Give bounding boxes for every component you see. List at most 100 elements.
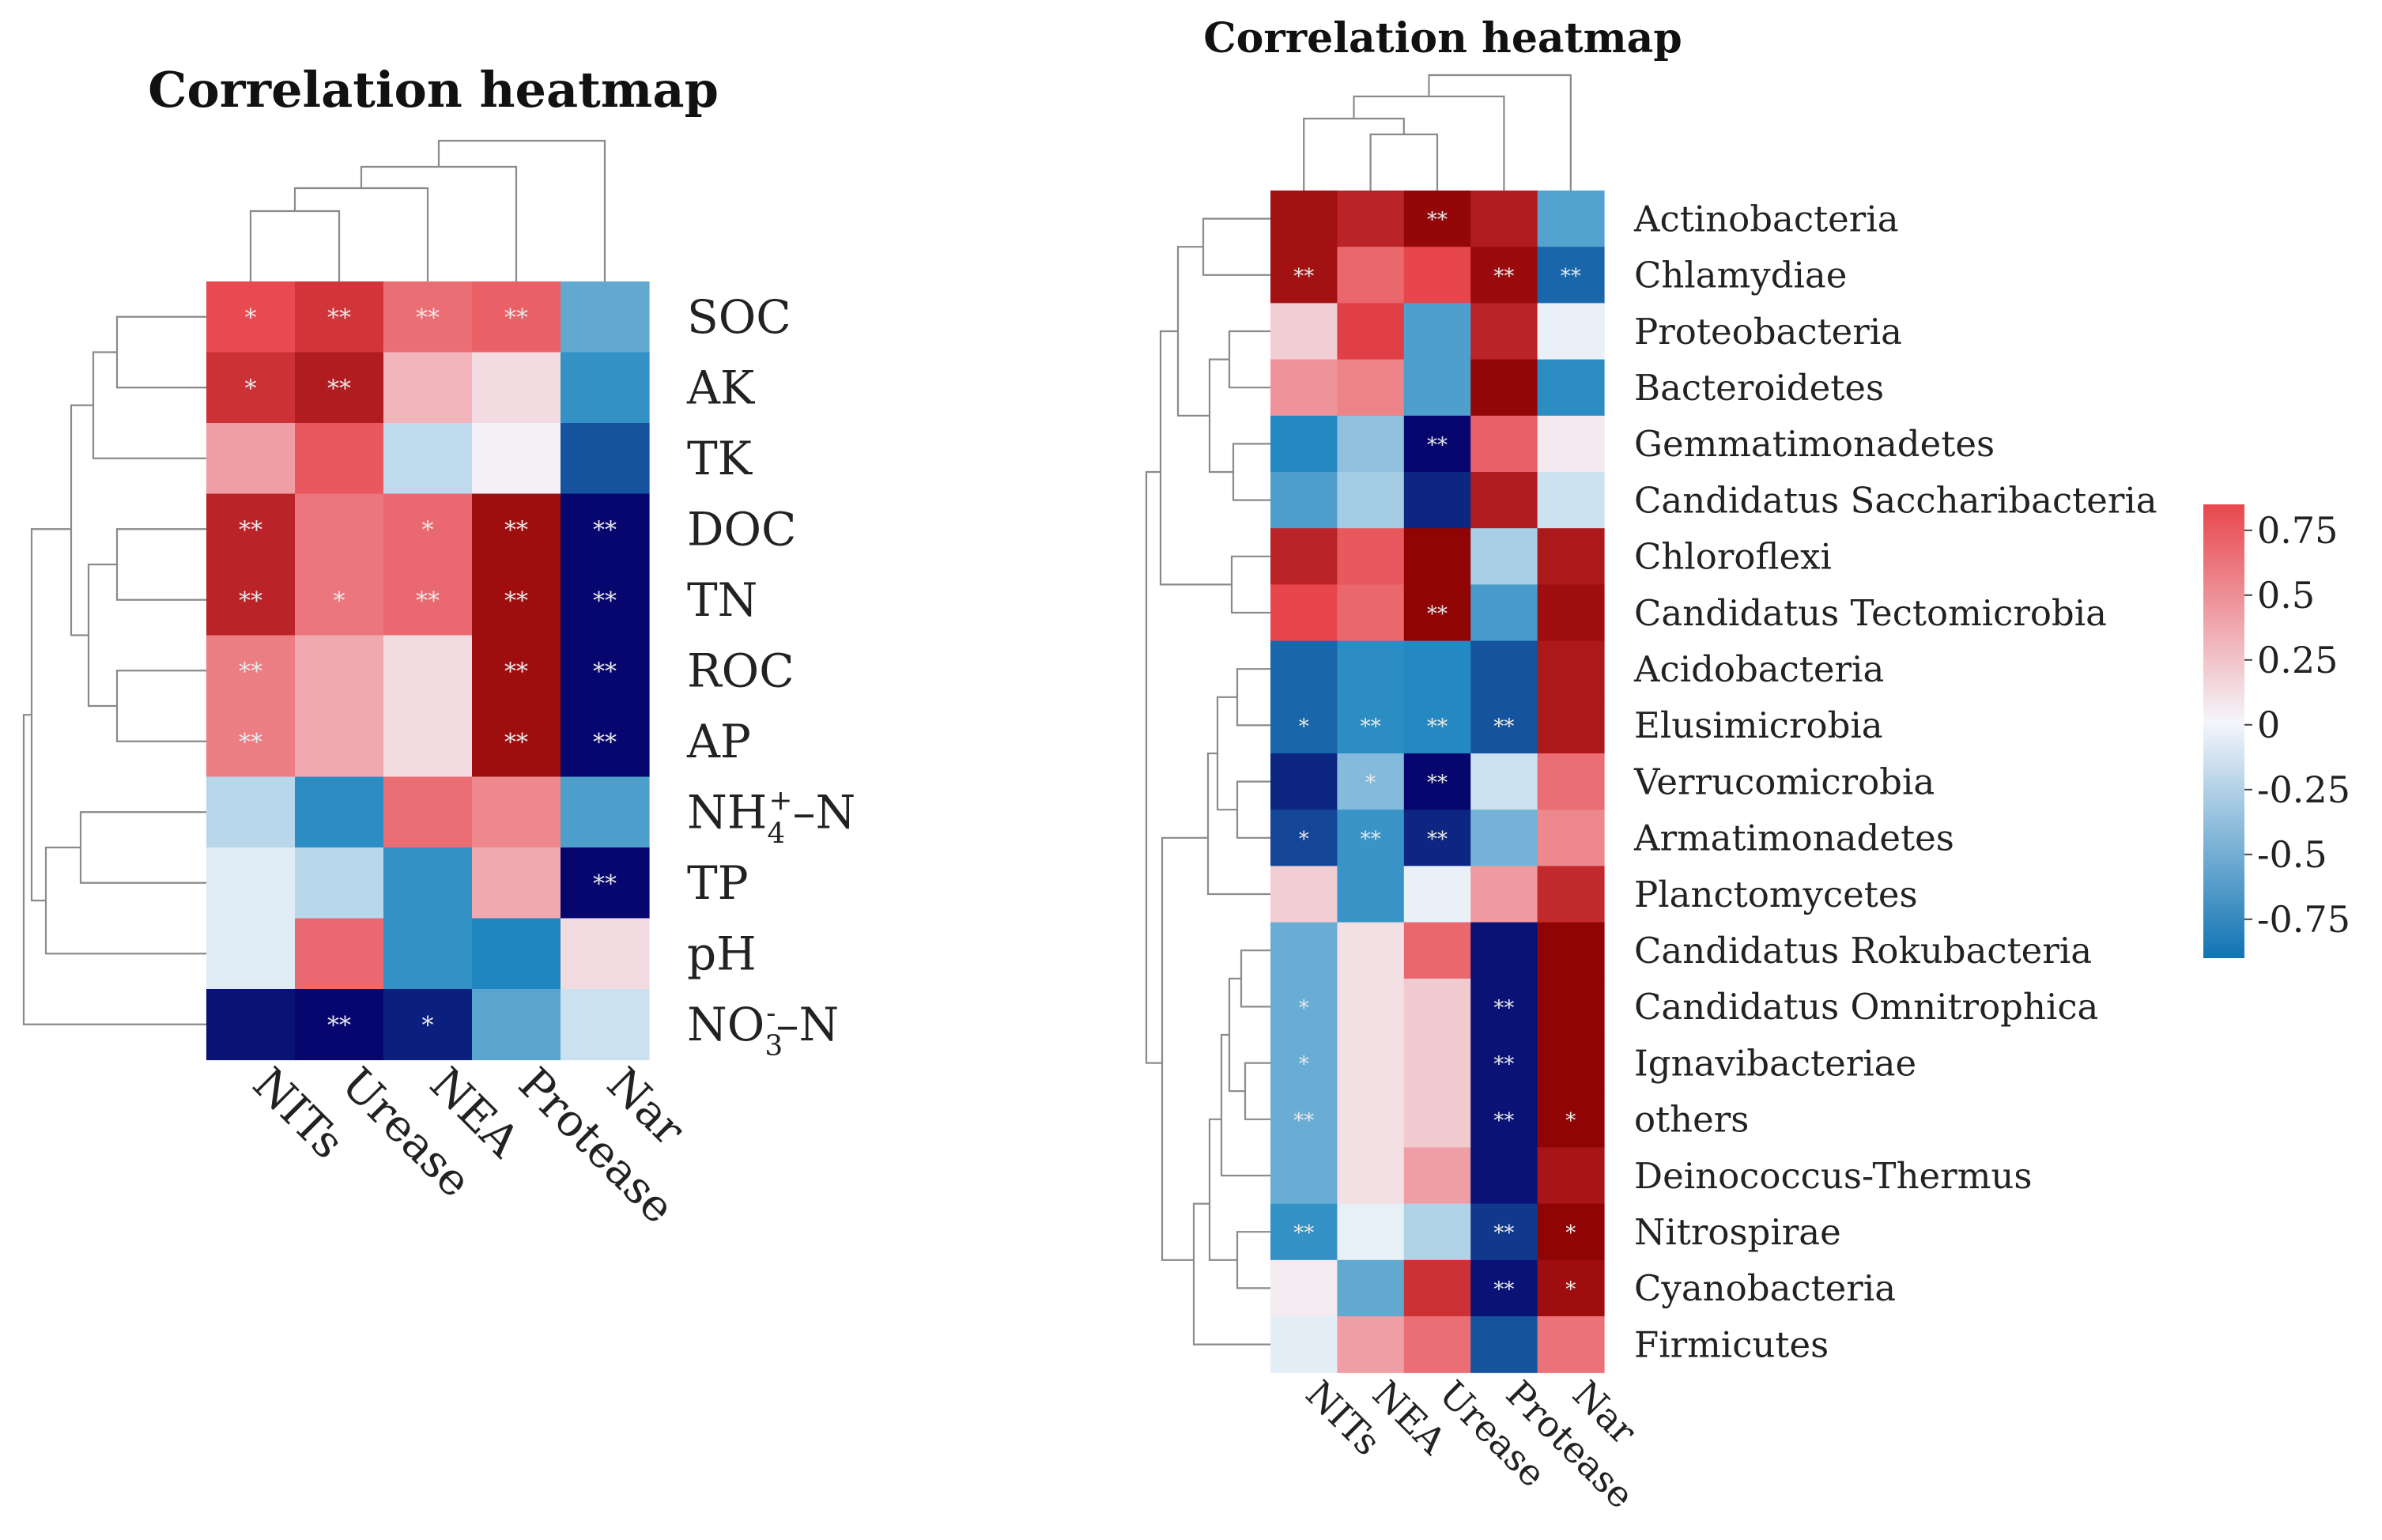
heatmap-cell-others-nar (1537, 1091, 1605, 1148)
heatmap-cell-bacteroidetes-urease (1403, 359, 1471, 417)
row-label-main: NO (687, 998, 764, 1051)
heatmap-cell-soc-urease (295, 281, 384, 353)
heatmap-cell-chlamydiae-nits (1270, 247, 1338, 304)
significance-mark: ** (1493, 265, 1514, 289)
dendrogram-branch (1228, 977, 1245, 1093)
legend-tick-label: -0.25 (2257, 768, 2350, 811)
row-label-nh4-n: NH4+–N (687, 784, 855, 850)
heatmap-cell-no3-n-protease (472, 989, 561, 1061)
legend-tick-label: -0.75 (2257, 898, 2350, 941)
heatmap-cell-candidatus-omnitrophica-nar (1537, 978, 1605, 1036)
heatmap-cell-armatimonadetes-nar (1537, 810, 1605, 866)
heatmap-cell-acidobacteria-nar (1537, 640, 1605, 698)
heatmap-cell-others-nea (1337, 1091, 1405, 1148)
heatmap-cell-ak-protease (472, 352, 561, 424)
heatmap-cell-tk-nea (383, 423, 473, 495)
heatmap-cell-chlamydiae-nea (1337, 247, 1405, 304)
heatmap-cell-tk-urease (295, 423, 384, 495)
heatmap-cell-candidatus-tectomicrobia-nea (1337, 584, 1405, 642)
row-label-chloroflexi: Chloroflexi (1634, 536, 1832, 578)
heatmap-cell-roc-protease (472, 635, 561, 707)
row-label-verrucomicrobia: Verrucomicrobia (1633, 761, 1935, 802)
heatmap-cell-planctomycetes-nits (1270, 866, 1338, 923)
row-label-subscript: 4 (767, 817, 785, 850)
row-label-candidatus-tectomicrobia: Candidatus Tectomicrobia (1634, 592, 2107, 634)
heatmap-cell-no3-n-nea (383, 989, 473, 1061)
significance-mark: ** (327, 1012, 351, 1040)
significance-mark: ** (593, 516, 617, 544)
heatmap-cell-chlamydiae-urease (1403, 247, 1471, 304)
row-label-deinococcus-thermus: Deinococcus-Thermus (1634, 1155, 2032, 1197)
heatmap-cell-deinococcus-thermus-protease (1470, 1147, 1538, 1205)
heatmap-cell-acidobacteria-nea (1337, 640, 1405, 698)
heatmap-cell-ap-urease (295, 706, 384, 778)
dendrogram-branch (1236, 780, 1270, 839)
heatmap-cell-ap-nits (206, 706, 296, 778)
row-label-tail: –N (792, 786, 855, 840)
heatmap-cell-ph-urease (295, 918, 384, 990)
heatmap-cell-roc-nar (561, 635, 650, 707)
significance-mark: ** (327, 375, 351, 402)
heatmap-cell-deinococcus-thermus-nits (1270, 1147, 1338, 1205)
heatmap-cell-candidatus-saccharibacteria-protease (1470, 472, 1538, 529)
heatmap-cell-ph-protease (472, 918, 561, 990)
row-label-elusimicrobia: Elusimicrobia (1634, 704, 1883, 746)
heatmap-cell-ignavibacteriae-nits (1270, 1035, 1338, 1092)
heatmap-cell-actinobacteria-nar (1537, 191, 1605, 247)
heatmap-cell-nitrospirae-protease (1470, 1203, 1538, 1261)
left-heatmap-cells (206, 281, 650, 1061)
significance-mark: ** (504, 587, 528, 615)
significance-mark: * (1565, 1109, 1576, 1133)
significance-mark: ** (593, 658, 617, 685)
dendrogram-branch (1228, 330, 1270, 389)
heatmap-cell-bacteroidetes-protease (1470, 359, 1538, 417)
row-label-actinobacteria: Actinobacteria (1633, 198, 1899, 240)
dendrogram-branch (30, 528, 71, 902)
right-heatmap-cells (1270, 191, 1605, 1373)
heatmap-cell-candidatus-tectomicrobia-nits (1270, 584, 1338, 642)
row-label-superscript: - (766, 997, 776, 1029)
dendrogram-branch (1159, 330, 1232, 586)
significance-mark: ** (504, 658, 528, 685)
significance-mark: ** (1361, 715, 1381, 738)
dendrogram-branch (1208, 1118, 1237, 1261)
heatmap-cell-verrucomicrobia-protease (1470, 753, 1538, 810)
dendrogram-branch (1176, 246, 1210, 417)
significance-mark: ** (239, 587, 262, 615)
heatmap-cell-elusimicrobia-nar (1537, 696, 1605, 754)
dendrogram-branch (1192, 1202, 1270, 1346)
heatmap-cell-planctomycetes-nar (1537, 866, 1605, 923)
heatmap-cell-armatimonadetes-urease (1403, 810, 1471, 866)
significance-mark: ** (504, 516, 528, 544)
heatmap-cell-candidatus-tectomicrobia-urease (1403, 584, 1471, 642)
dendrogram-branch (1202, 217, 1270, 276)
heatmap-cell-roc-urease (295, 635, 384, 707)
significance-mark: ** (1493, 1278, 1514, 1301)
heatmap-cell-armatimonadetes-protease (1470, 810, 1538, 866)
heatmap-cell-roc-nits (206, 635, 296, 707)
heatmap-cell-verrucomicrobia-nea (1337, 753, 1405, 810)
row-label-no3-n: NO3-–N (687, 997, 839, 1063)
heatmap-cell-chloroflexi-nits (1270, 528, 1338, 585)
heatmap-cell-tp-nea (383, 847, 473, 919)
row-label-chlamydiae: Chlamydiae (1634, 255, 1847, 296)
legend-color-bar (2203, 504, 2244, 958)
heatmap-cell-candidatus-rokubacteria-urease (1403, 922, 1471, 979)
heatmap-cell-proteobacteria-nits (1270, 303, 1338, 360)
heatmap-cell-doc-urease (295, 493, 384, 565)
heatmap-cell-firmicutes-urease (1403, 1316, 1471, 1373)
heatmap-cell-gemmatimonadetes-urease (1403, 415, 1471, 473)
heatmap-cell-elusimicrobia-protease (1470, 696, 1538, 754)
significance-mark: * (422, 1012, 434, 1040)
heatmap-cell-cyanobacteria-nits (1270, 1259, 1338, 1317)
heatmap-cell-soc-nea (383, 281, 473, 353)
row-label-armatimonadetes: Armatimonadetes (1633, 817, 1954, 859)
heatmap-cell-nitrospirae-nits (1270, 1203, 1338, 1261)
significance-mark: ** (416, 587, 440, 615)
heatmap-cell-no3-n-urease (295, 989, 384, 1061)
legend-tick-label: -0.5 (2257, 833, 2327, 876)
row-label-gemmatimonadetes: Gemmatimonadetes (1634, 423, 1995, 465)
significance-mark: ** (504, 304, 528, 332)
